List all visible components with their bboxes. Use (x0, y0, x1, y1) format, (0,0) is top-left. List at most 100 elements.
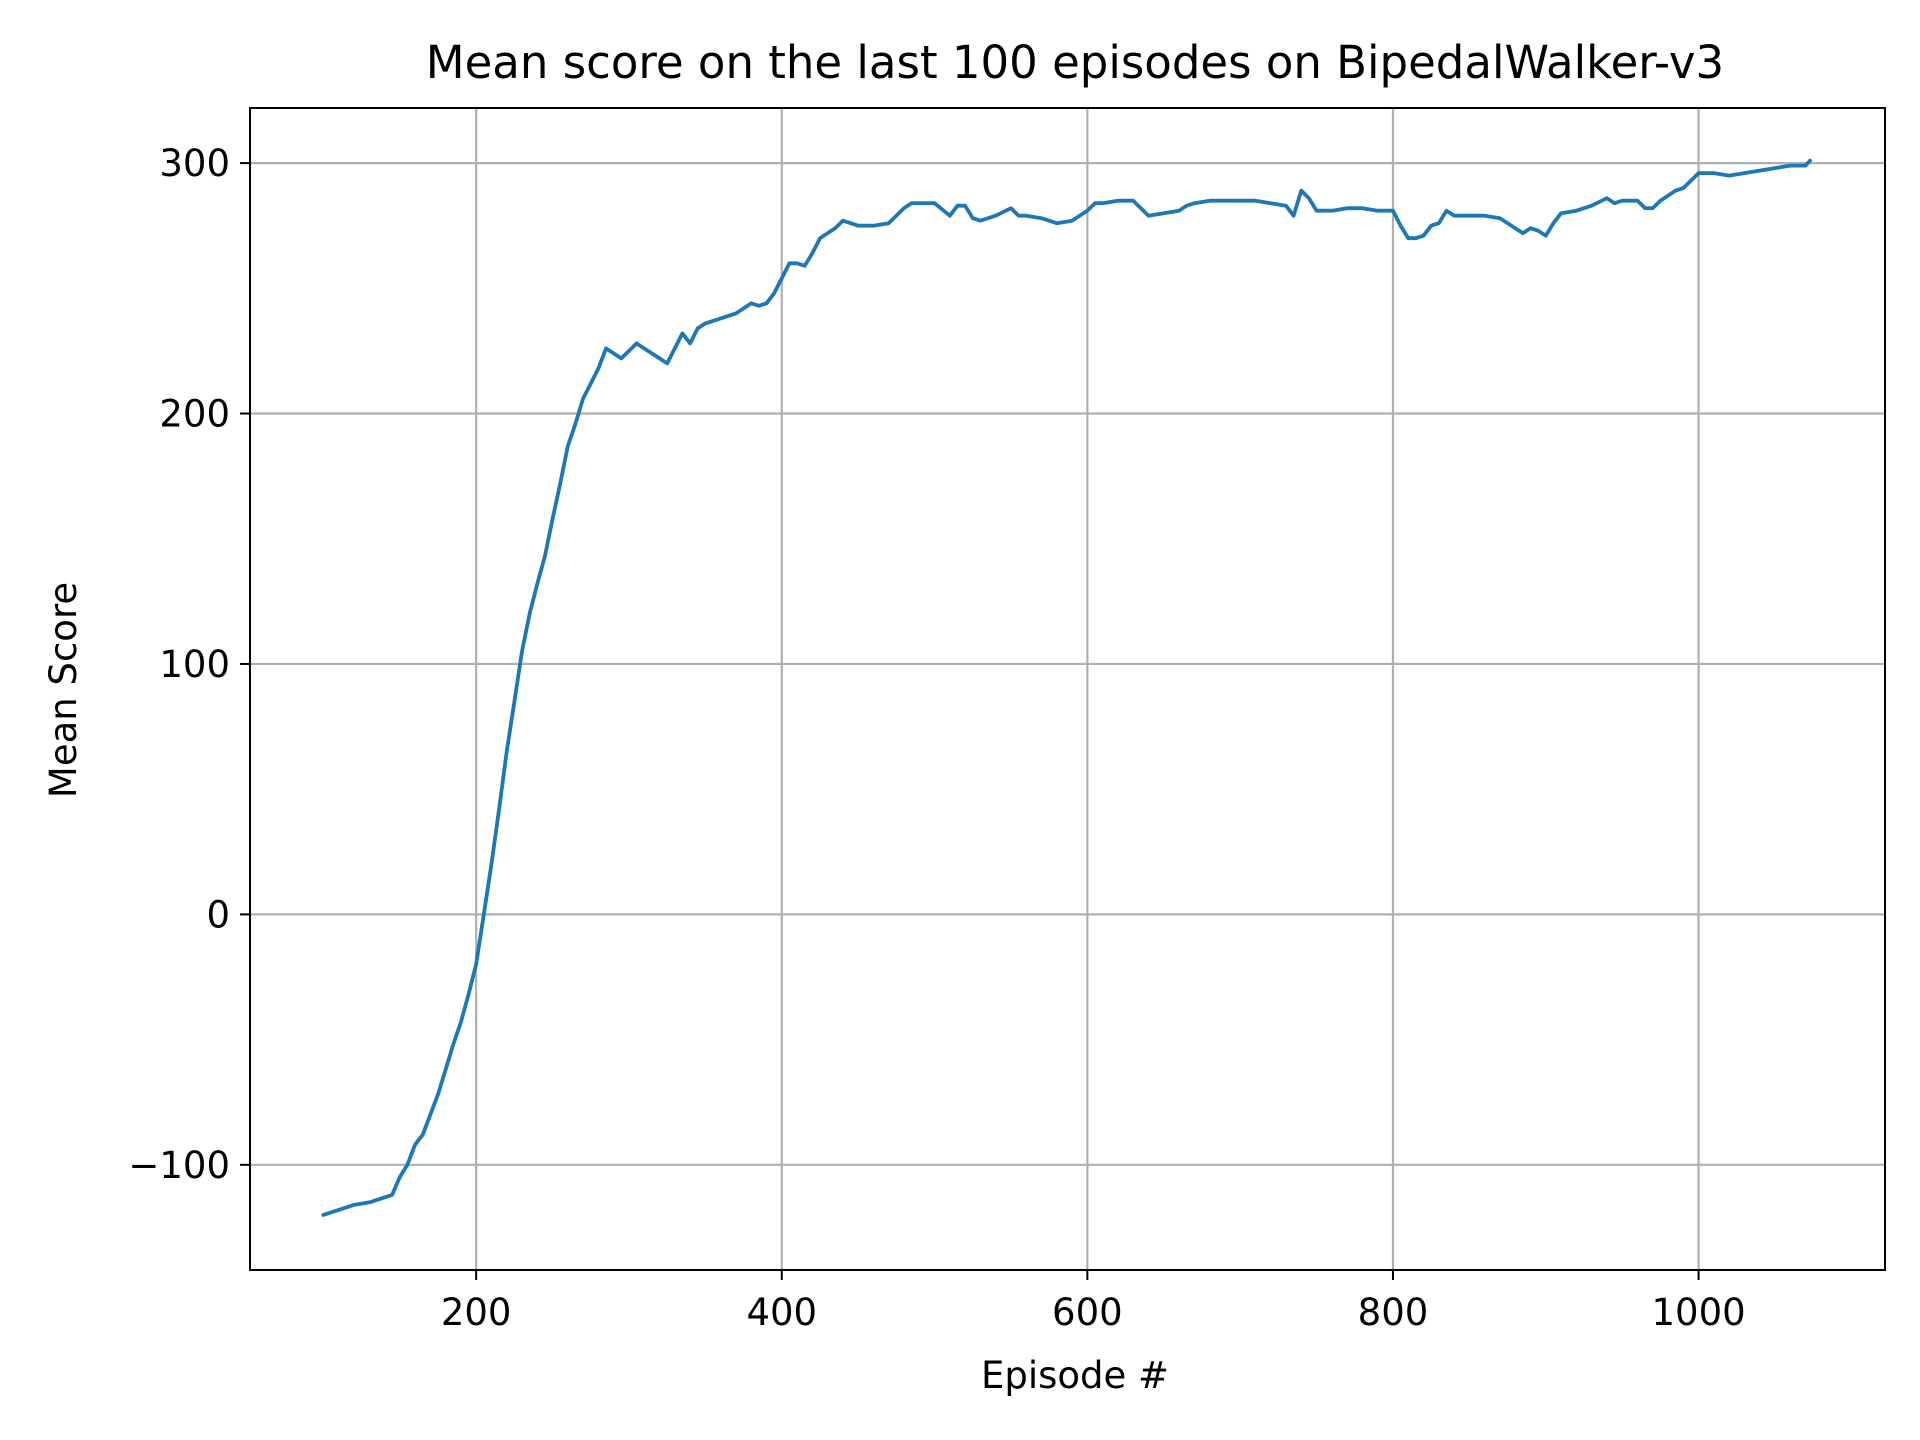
data-point (1712, 171, 1716, 175)
data-point (1528, 226, 1533, 230)
data-point (1727, 174, 1731, 178)
data-point (1697, 171, 1701, 175)
data-point (1391, 209, 1395, 213)
data-point (1269, 201, 1273, 205)
data-point (757, 304, 761, 308)
data-point (1681, 186, 1685, 190)
data-point (1460, 214, 1464, 218)
data-point (673, 346, 677, 350)
data-point (505, 750, 509, 754)
data-point (1345, 206, 1349, 210)
data-point (1551, 221, 1555, 225)
data-point (803, 264, 807, 268)
data-point (1055, 221, 1059, 225)
data-point (543, 554, 547, 558)
grid (250, 108, 1885, 1270)
data-point (1666, 194, 1670, 198)
data-point (856, 224, 860, 228)
data-point (665, 361, 669, 365)
data-point (1612, 201, 1617, 205)
data-point (1483, 214, 1487, 218)
y-tick-label: −100 (128, 1144, 230, 1187)
data-point (1643, 206, 1647, 210)
data-point (1024, 214, 1028, 218)
series-layer (321, 158, 1812, 1217)
data-point (1284, 204, 1288, 208)
data-point (1307, 196, 1311, 200)
data-point (1192, 201, 1196, 205)
data-point (528, 612, 532, 616)
y-tick-label: 0 (206, 893, 230, 936)
data-point (887, 221, 891, 225)
data-point (474, 962, 478, 967)
data-point (1559, 211, 1563, 215)
data-point (1376, 209, 1380, 213)
data-point (1467, 214, 1471, 218)
data-point (1299, 189, 1303, 193)
data-point (910, 201, 914, 205)
data-point (1085, 209, 1089, 213)
data-point (1360, 206, 1364, 210)
data-point (1635, 199, 1640, 203)
data-point (1544, 234, 1548, 238)
data-point (1399, 224, 1403, 228)
data-point (780, 276, 784, 280)
data-point (1674, 189, 1678, 193)
data-point (1177, 209, 1181, 213)
data-point (1017, 214, 1021, 218)
data-point (1238, 199, 1242, 203)
data-point (1039, 216, 1044, 220)
data-point (902, 206, 906, 210)
data-point (1101, 201, 1105, 205)
y-tick-label: 300 (159, 142, 230, 185)
data-point (573, 421, 578, 426)
data-point (1116, 199, 1120, 203)
data-point (1452, 214, 1456, 218)
data-point (688, 341, 692, 345)
data-point (696, 326, 700, 330)
data-point (367, 1200, 371, 1204)
data-point (604, 346, 608, 350)
data-point (451, 1043, 455, 1047)
data-point (994, 214, 998, 218)
data-point (1139, 206, 1143, 210)
data-point (1146, 214, 1151, 218)
data-point (482, 912, 486, 917)
data-point (535, 582, 539, 586)
data-point (466, 992, 471, 997)
data-point (1773, 166, 1777, 170)
data-point (810, 251, 814, 255)
plot-frame (249, 107, 1886, 1271)
data-point (1620, 199, 1624, 203)
data-point (444, 1068, 448, 1072)
y-tick-label: 200 (159, 393, 230, 436)
y-tick-label: 100 (159, 643, 230, 686)
data-point (1253, 199, 1257, 203)
data-point (917, 201, 921, 205)
data-point (1808, 159, 1812, 163)
data-point (1590, 204, 1594, 208)
data-point (1658, 199, 1662, 203)
data-point (1070, 219, 1074, 223)
data-point (1651, 206, 1655, 210)
data-point (390, 1193, 394, 1197)
data-point (1498, 216, 1502, 220)
data-point (352, 1203, 356, 1207)
data-point (978, 219, 983, 223)
data-point (558, 482, 562, 486)
chart-title: Mean score on the last 100 episodes on B… (426, 36, 1724, 89)
data-point (749, 301, 753, 305)
x-tick-label: 800 (1358, 1291, 1429, 1334)
data-point (1223, 199, 1227, 203)
data-point (1605, 196, 1609, 200)
data-point (1758, 169, 1762, 173)
data-point (826, 231, 830, 235)
data-point (719, 316, 723, 320)
data-point (1536, 229, 1540, 233)
data-point (1292, 214, 1296, 218)
data-point (1185, 204, 1189, 208)
data-point (1788, 164, 1792, 168)
data-point (1803, 164, 1808, 168)
data-point (933, 201, 937, 205)
